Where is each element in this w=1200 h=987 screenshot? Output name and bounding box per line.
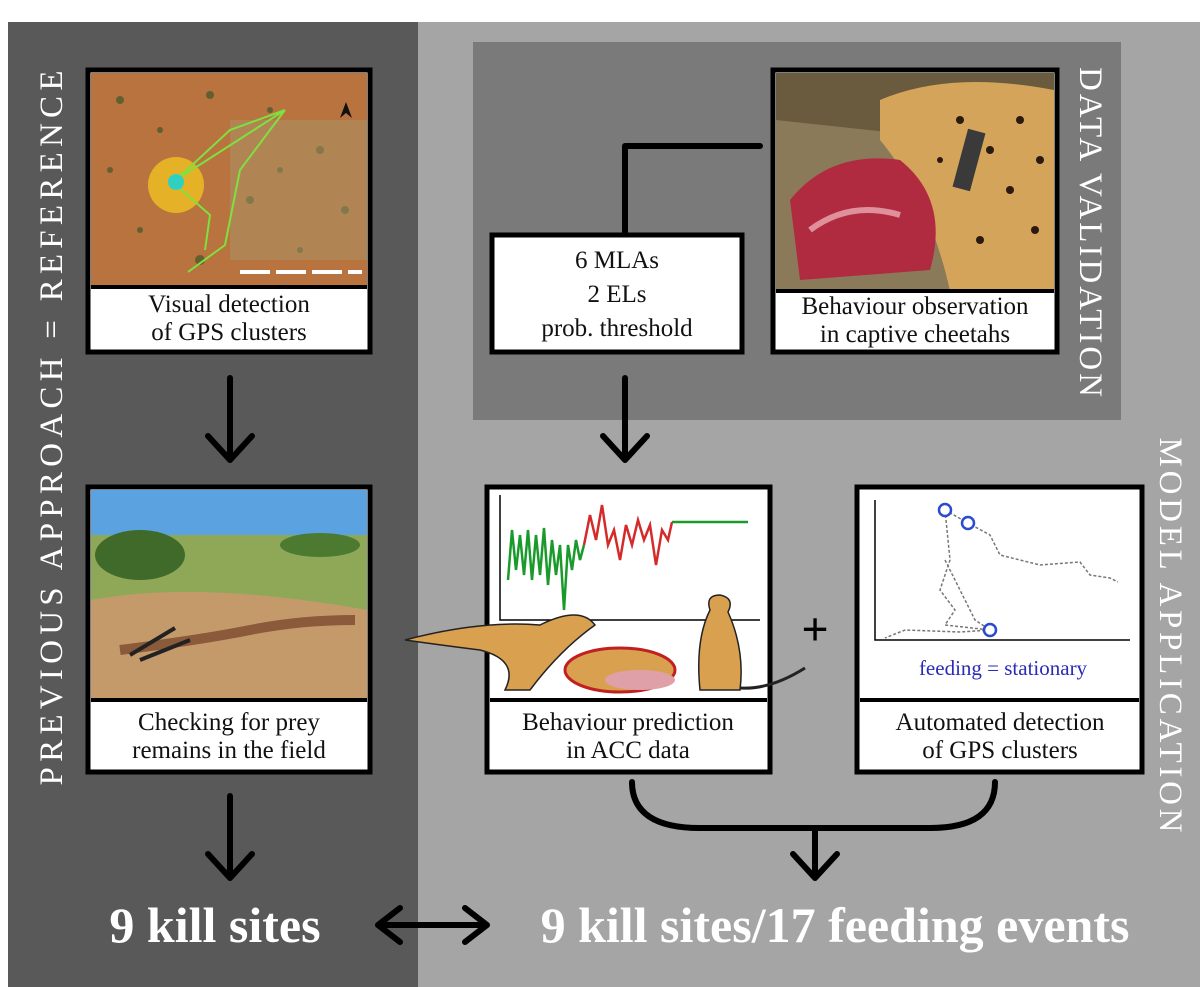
caption: of GPS clusters xyxy=(922,737,1078,764)
observation-box: Behaviour observation in captive cheetah… xyxy=(770,67,1060,355)
caption: prob. threshold xyxy=(541,315,693,342)
caption: 6 MLAs xyxy=(575,247,659,274)
caption: Automated detection xyxy=(896,709,1105,736)
plus: + xyxy=(801,603,828,656)
outcome: 9 kill sites/17 feeding events xyxy=(541,897,1130,953)
caption: of GPS clusters xyxy=(151,319,307,346)
caption: Behaviour prediction xyxy=(522,709,734,736)
caption: in captive cheetahs xyxy=(820,321,1010,348)
automated-box: feeding = stationary Automated detection… xyxy=(854,484,1145,775)
caption: Visual detection xyxy=(148,291,310,318)
caption: in ACC data xyxy=(566,737,690,764)
visual-box: Visual detection of GPS clusters xyxy=(85,67,373,355)
side-label: PREVIOUS APPROACH = REFERENCE xyxy=(34,71,70,786)
mla-box: 6 MLAs 2 ELs prob. threshold xyxy=(489,232,745,355)
prediction-box: Behaviour prediction in ACC data xyxy=(404,484,806,775)
caption: remains in the field xyxy=(132,737,326,764)
caption: Behaviour observation xyxy=(801,293,1029,320)
side-label: DATA VALIDATION xyxy=(1072,67,1108,397)
caption: 2 ELs xyxy=(587,281,646,308)
connector xyxy=(622,143,763,238)
plot-label: feeding = stationary xyxy=(919,656,1088,680)
prey-box: Checking for prey remains in the field xyxy=(85,484,373,775)
arrows xyxy=(205,375,998,945)
caption: Checking for prey xyxy=(138,709,320,736)
side-label: MODEL APPLICATION xyxy=(1152,438,1188,833)
outcome: 9 kill sites xyxy=(109,897,320,953)
